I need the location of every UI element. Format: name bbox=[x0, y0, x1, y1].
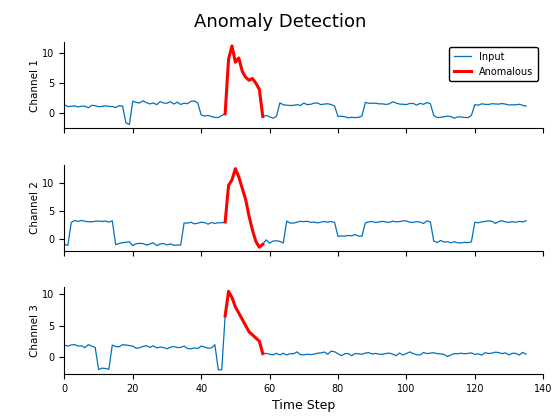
Y-axis label: Channel 1: Channel 1 bbox=[30, 59, 40, 112]
Text: Anomaly Detection: Anomaly Detection bbox=[194, 13, 366, 31]
Y-axis label: Channel 2: Channel 2 bbox=[30, 181, 40, 234]
X-axis label: Time Step: Time Step bbox=[272, 399, 335, 412]
Legend: Input, Anomalous: Input, Anomalous bbox=[449, 47, 538, 81]
Y-axis label: Channel 3: Channel 3 bbox=[30, 304, 40, 357]
